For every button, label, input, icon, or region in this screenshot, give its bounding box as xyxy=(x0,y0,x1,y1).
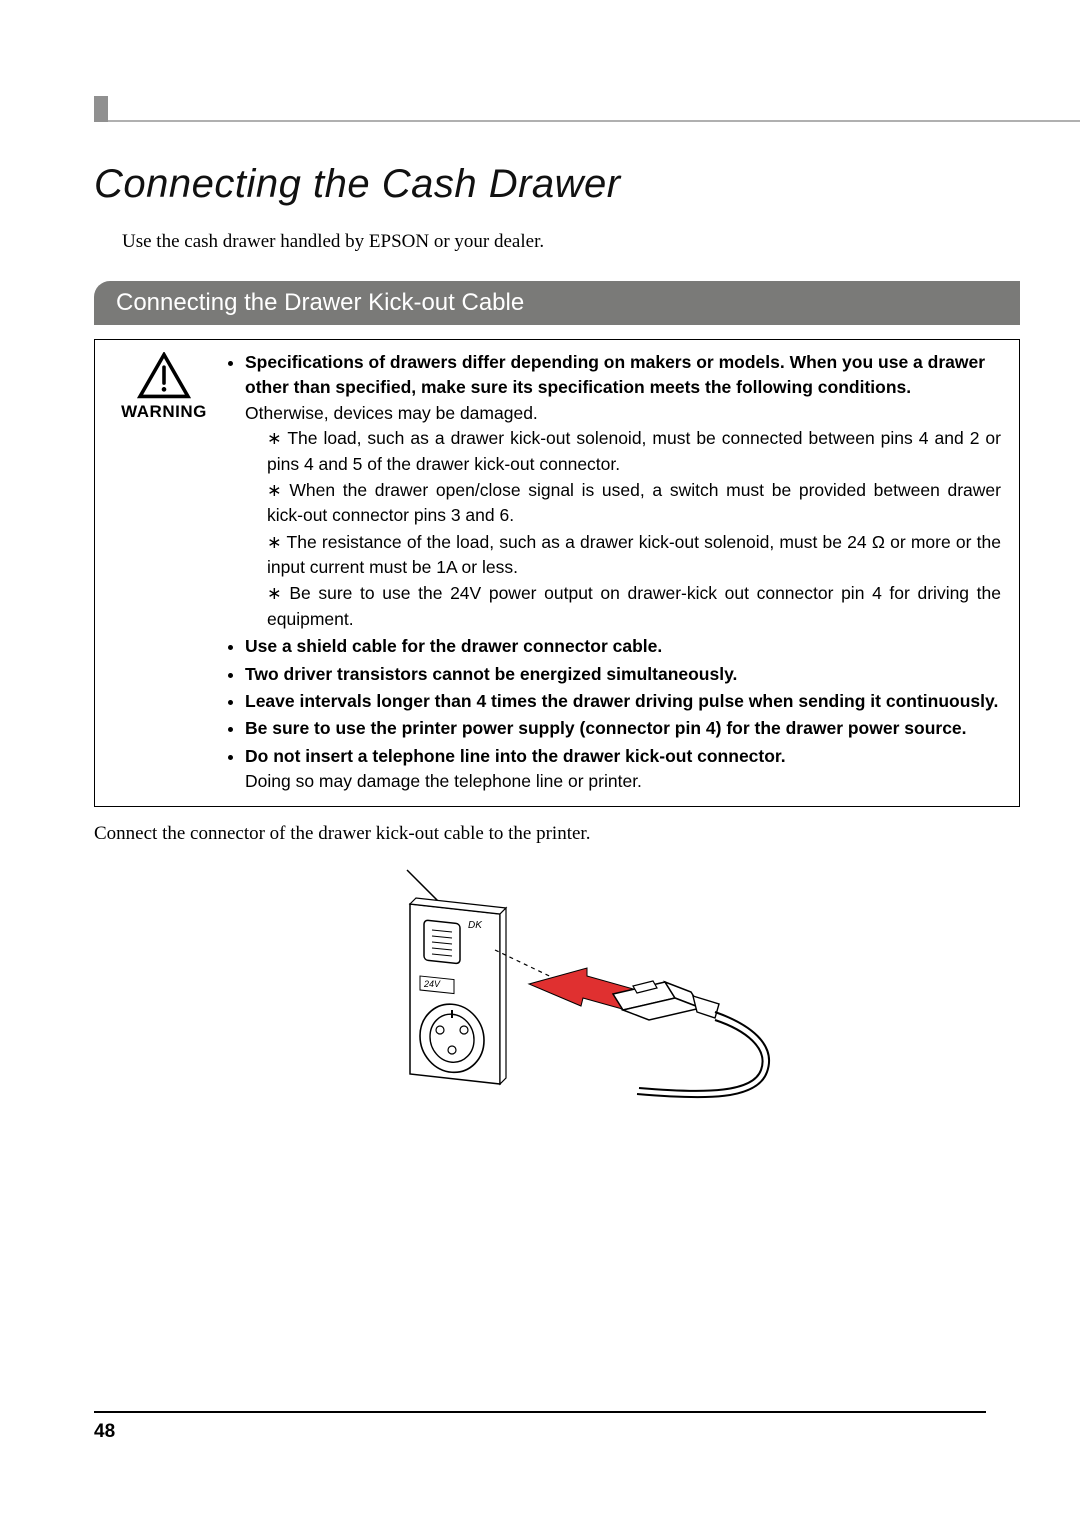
warn-sub-2: When the drawer open/close signal is use… xyxy=(267,478,1001,529)
warn-bullet-2-text: Use a shield cable for the drawer connec… xyxy=(245,636,662,656)
warn-bullet-3: Two driver transistors cannot be energiz… xyxy=(245,662,1001,687)
warn-bullet-6: Do not insert a telephone line into the … xyxy=(245,744,1001,795)
page-content: Connecting the Cash Drawer Use the cash … xyxy=(94,150,1020,1114)
diagram-24v-label: 24V xyxy=(423,979,441,989)
warn-bullet-3-text: Two driver transistors cannot be energiz… xyxy=(245,664,737,684)
intro-paragraph: Use the cash drawer handled by EPSON or … xyxy=(122,231,1020,253)
warn-bullet-5-text: Be sure to use the printer power supply … xyxy=(245,718,967,738)
warn-bullet-6-bold: Do not insert a telephone line into the … xyxy=(245,746,786,766)
header-rule xyxy=(94,120,1080,122)
warn-bullet-2: Use a shield cable for the drawer connec… xyxy=(245,634,1001,659)
warning-triangle-icon xyxy=(137,352,191,400)
warn-bullet-6-after: Doing so may damage the telephone line o… xyxy=(245,771,642,791)
page-title: Connecting the Cash Drawer xyxy=(94,162,1020,207)
subsection-heading: Connecting the Drawer Kick-out Cable xyxy=(94,281,1020,325)
diagram-rj-connector xyxy=(613,981,719,1020)
warning-body: Specifications of drawers differ dependi… xyxy=(223,350,1001,796)
warn-bullet-5: Be sure to use the printer power supply … xyxy=(245,716,1001,741)
warn-sub-1: The load, such as a drawer kick-out sole… xyxy=(267,426,1001,477)
warn-sub-3: The resistance of the load, such as a dr… xyxy=(267,530,1001,581)
warn-bullet-4: Leave intervals longer than 4 times the … xyxy=(245,689,1001,714)
footer-rule xyxy=(94,1411,986,1413)
warn-bullet-1: Specifications of drawers differ dependi… xyxy=(245,350,1001,632)
thumb-index-tab xyxy=(94,96,108,122)
connection-diagram: DK 24V xyxy=(94,864,1020,1114)
page-number: 48 xyxy=(94,1421,115,1443)
warn-bullet-1-after: Otherwise, devices may be damaged. xyxy=(245,403,538,423)
warning-side: WARNING xyxy=(105,350,223,422)
warn-bullet-4-text: Leave intervals longer than 4 times the … xyxy=(245,691,998,711)
connection-diagram-svg: DK 24V xyxy=(337,864,777,1114)
warn-bullet-1-bold: Specifications of drawers differ dependi… xyxy=(245,352,985,397)
document-page: Connecting the Cash Drawer Use the cash … xyxy=(0,0,1080,1527)
warning-label: WARNING xyxy=(121,402,207,422)
diagram-dk-label: DK xyxy=(468,920,483,931)
warning-box: WARNING Specifications of drawers differ… xyxy=(94,339,1020,807)
after-box-paragraph: Connect the connector of the drawer kick… xyxy=(94,823,1020,845)
warn-sub-4: Be sure to use the 24V power output on d… xyxy=(267,581,1001,632)
